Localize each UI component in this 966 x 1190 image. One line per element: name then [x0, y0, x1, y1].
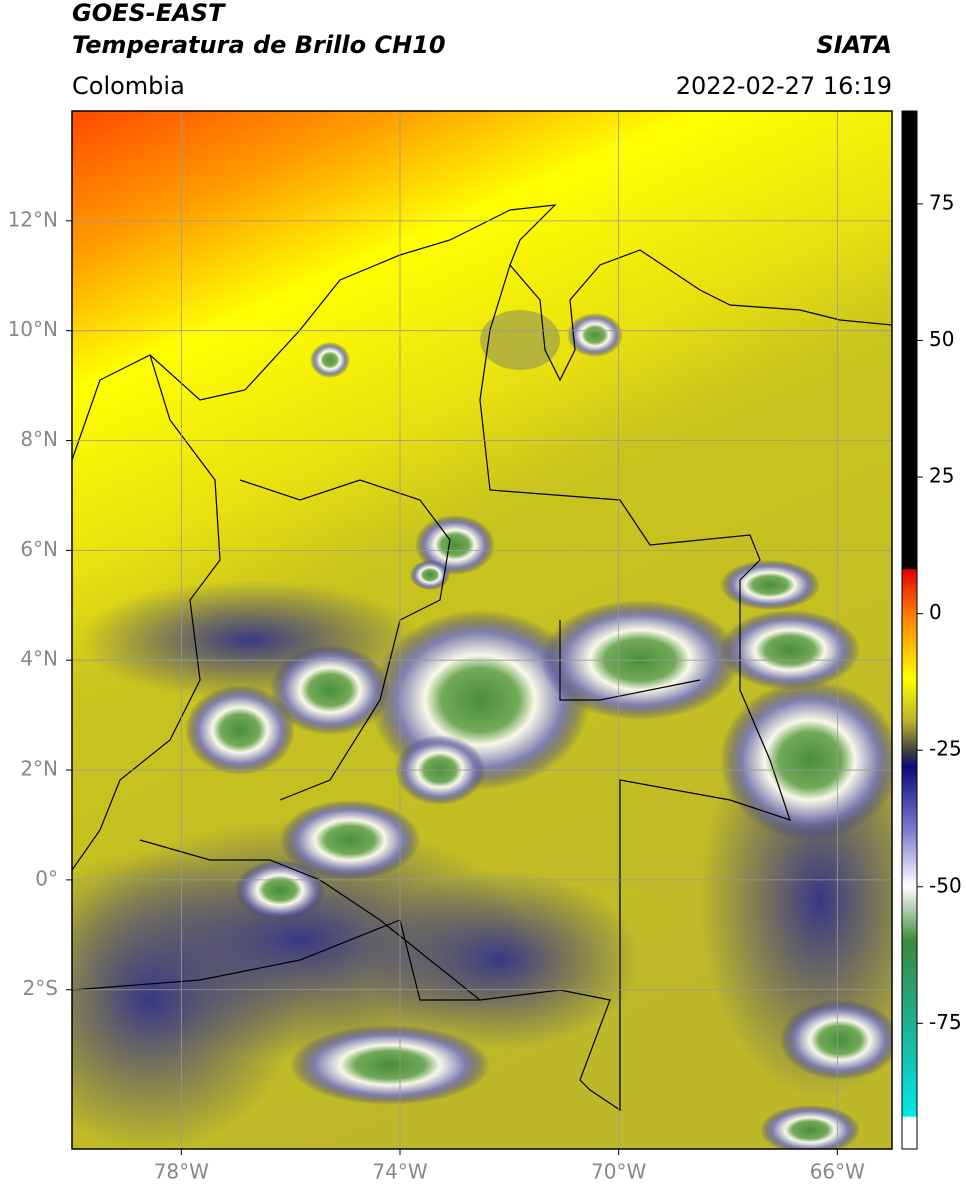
graticule — [72, 111, 892, 1149]
colorbar-tick-label: -25 — [929, 737, 962, 761]
lat-tick-label: 2°N — [20, 757, 58, 781]
lat-tick-label: 0° — [35, 866, 58, 890]
colorbar-tick-label: 50 — [929, 327, 954, 351]
lat-tick-label: 4°N — [20, 647, 58, 671]
colorbar-tick-label: 25 — [929, 464, 954, 488]
lon-tick-label: 78°W — [154, 1160, 209, 1184]
lat-tick-label: 10°N — [8, 317, 58, 341]
colorbar-tick-label: -50 — [929, 873, 962, 897]
product-title: Temperatura de Brillo CH10 — [72, 31, 446, 59]
region: Colombia — [72, 72, 185, 100]
colorbar-tick-label: 0 — [929, 600, 942, 624]
map-frame — [71, 110, 893, 1150]
datetime: 2022-02-27 16:19 — [676, 72, 892, 100]
colorbar-tick-label: -75 — [929, 1010, 962, 1034]
boundaries — [72, 204, 892, 1112]
source: SIATA — [816, 31, 892, 59]
colorbar — [901, 110, 918, 1150]
lon-tick-label: 74°W — [372, 1160, 427, 1184]
cloud-layer — [72, 310, 892, 1149]
lat-tick-label: 8°N — [20, 427, 58, 451]
lat-tick-label: 12°N — [8, 207, 58, 231]
lat-tick-label: 2°S — [23, 976, 58, 1000]
lon-tick-label: 66°W — [810, 1160, 865, 1184]
colorbar-tick-label: 75 — [929, 190, 954, 214]
lon-tick-label: 70°W — [591, 1160, 646, 1184]
satellite-title: GOES-EAST — [72, 0, 226, 27]
lat-tick-label: 6°N — [20, 537, 58, 561]
map — [72, 111, 892, 1149]
